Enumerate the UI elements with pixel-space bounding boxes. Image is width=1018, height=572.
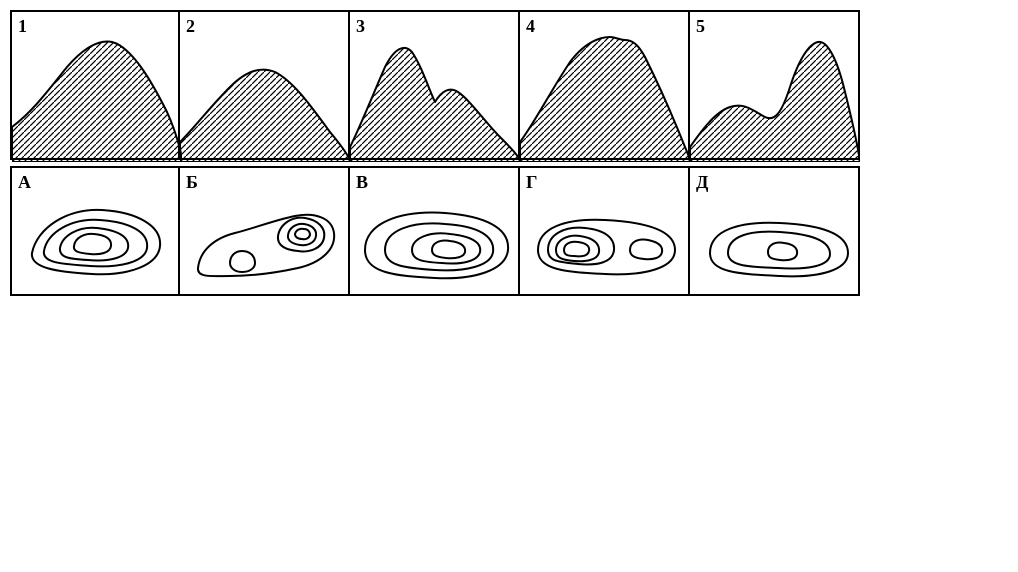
contour-cell: А xyxy=(10,166,180,296)
profile-label: 5 xyxy=(696,16,705,37)
profile-shape xyxy=(520,12,688,162)
profile-shape xyxy=(12,12,178,162)
contour-shape xyxy=(180,168,348,298)
contour-cell: Г xyxy=(520,166,690,296)
profile-label: 3 xyxy=(356,16,365,37)
contour-label: Д xyxy=(696,172,708,193)
contour-shape xyxy=(12,168,178,298)
profile-label: 2 xyxy=(186,16,195,37)
profile-cell: 2 xyxy=(180,10,350,160)
profile-cell: 1 xyxy=(10,10,180,160)
contour-cell: Б xyxy=(180,166,350,296)
contour-label: Г xyxy=(526,172,537,193)
contour-cell: В xyxy=(350,166,520,296)
contour-label: А xyxy=(18,172,31,193)
contour-cell: Д xyxy=(690,166,860,296)
profile-cell: 4 xyxy=(520,10,690,160)
contour-label: В xyxy=(356,172,368,193)
contour-row: А Б В Г Д xyxy=(10,166,1008,296)
profile-shape xyxy=(690,12,858,162)
profile-label: 4 xyxy=(526,16,535,37)
profile-shape xyxy=(350,12,518,162)
contour-label: Б xyxy=(186,172,198,193)
profile-row: 1 2 3 4 5 xyxy=(10,10,1008,160)
contour-shape xyxy=(350,168,518,298)
profile-cell: 5 xyxy=(690,10,860,160)
profile-cell: 3 xyxy=(350,10,520,160)
contour-shape xyxy=(520,168,688,298)
profile-shape xyxy=(180,12,348,162)
contour-shape xyxy=(690,168,858,298)
profile-label: 1 xyxy=(18,16,27,37)
